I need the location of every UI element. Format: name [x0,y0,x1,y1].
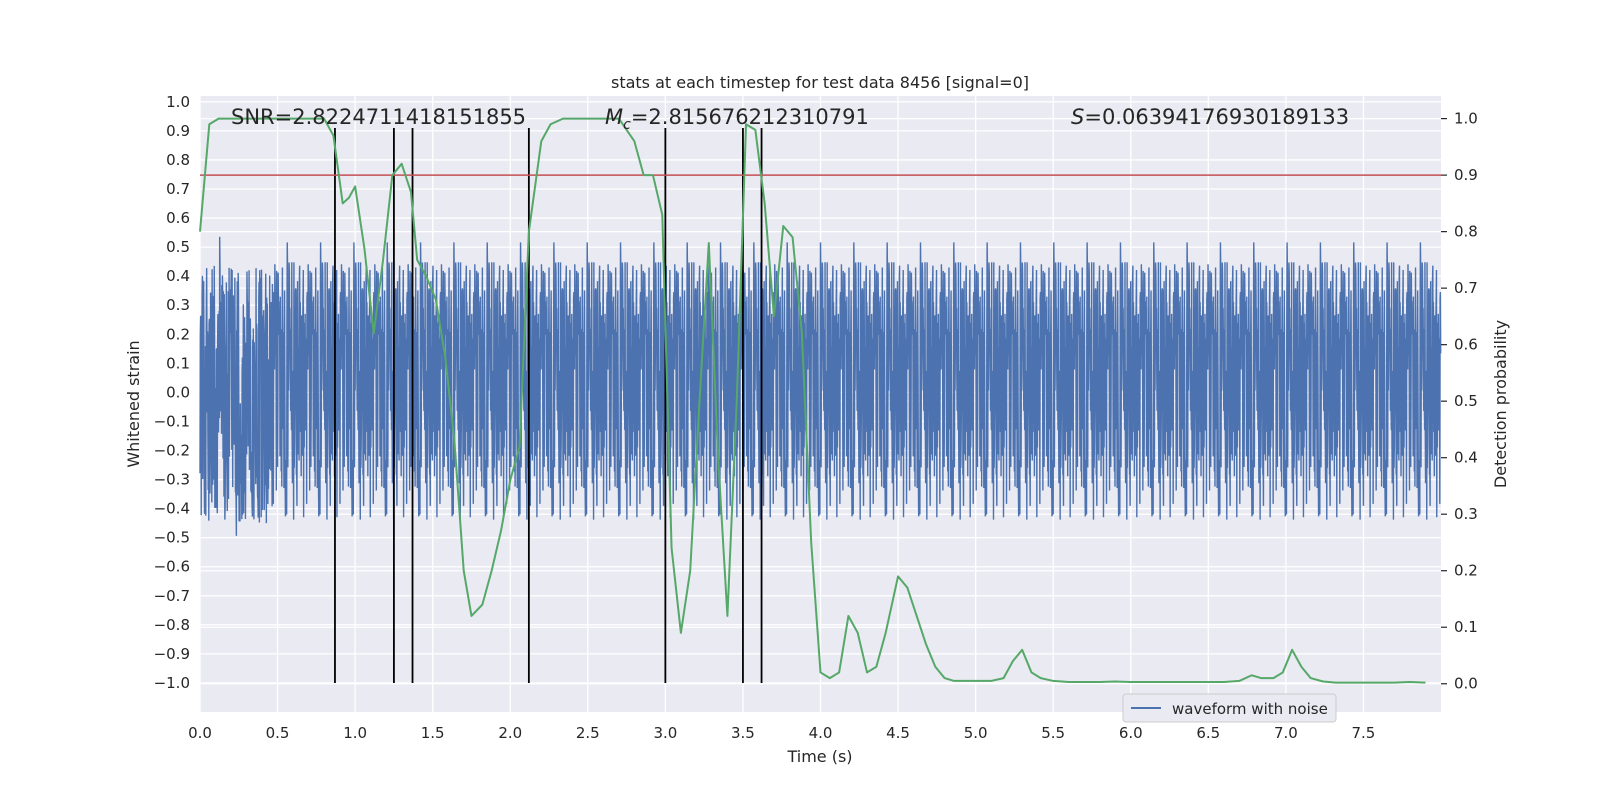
x-tick-label: 5.5 [1041,724,1065,742]
right-y-tick-label: 0.9 [1454,166,1478,184]
s-symbol: S [1071,105,1084,129]
left-y-tick-label: 0.5 [166,238,190,256]
right-y-tick-label: 0.2 [1454,562,1478,580]
legend-label: waveform with noise [1172,700,1328,718]
x-tick-label: 3.5 [731,724,755,742]
waveform-line [199,236,1442,536]
x-tick-label: 1.0 [343,724,367,742]
left-y-tick-label: 0.7 [166,180,190,198]
right-y-tick-label: 0.6 [1454,336,1478,354]
x-tick-label: 1.5 [421,724,445,742]
left-y-axis-ticks: 1.0 0.9 0.8 0.7 0.6 0.5 0.4 0.3 0.2 0.1 0.0 −0.1 −0.… [154,93,190,692]
left-y-tick-label: −0.7 [154,587,190,605]
x-tick-label: 3.0 [653,724,677,742]
left-y-tick-label: −1.0 [154,674,190,692]
left-y-tick-label: −0.8 [154,616,190,634]
x-tick-label: 2.0 [498,724,522,742]
chart-title: stats at each timestep for test data 845… [611,73,1029,92]
left-y-tick-label: −0.9 [154,645,190,663]
right-y-tick-label: 0.0 [1454,675,1478,693]
left-y-tick-label: 1.0 [166,93,190,111]
right-y-tick-label: 1.0 [1454,110,1478,128]
left-y-tick-label: −0.3 [154,471,190,489]
x-tick-label: 2.5 [576,724,600,742]
event-markers [334,127,763,683]
right-y-tick-label: 0.1 [1454,618,1478,636]
s-stat: S=0.06394176930189133 [1071,105,1349,129]
left-y-tick-label: 0.3 [166,296,190,314]
right-y-axis-ticks: 1.0 0.9 0.8 0.7 0.6 0.5 0.4 0.3 0.2 0.1 0.0 [1441,110,1478,693]
left-y-tick-label: 0.0 [166,383,190,401]
left-y-tick-label: −0.6 [154,558,190,576]
chirp-mass-stat: Mc=2.815676212310791 [605,105,869,133]
waveform-series [199,236,1442,536]
detection-probability-line [199,117,1426,684]
left-y-axis-label: Whitened strain [124,340,143,467]
snr-stat: SNR=2.8224711418151855 [231,105,526,129]
left-y-tick-label: 0.2 [166,325,190,343]
chirp-mass-subscript: c [623,117,631,133]
left-y-tick-label: −0.1 [154,412,190,430]
legend-box [1122,693,1337,723]
x-tick-label: 7.0 [1274,724,1298,742]
x-tick-label: 0.0 [188,724,212,742]
right-y-tick-label: 0.5 [1454,392,1478,410]
left-y-tick-label: 0.9 [166,122,190,140]
left-y-tick-label: 0.4 [166,267,190,285]
right-y-tick-label: 0.8 [1454,223,1478,241]
right-y-tick-label: 0.4 [1454,449,1478,467]
x-tick-label: 0.5 [266,724,290,742]
x-axis-label: Time (s) [786,747,852,766]
right-y-axis-label: Detection probability [1491,320,1510,488]
left-y-tick-label: −0.4 [154,500,190,518]
legend: waveform with noise [1122,693,1337,723]
chirp-mass-symbol: M [605,105,623,129]
x-tick-label: 4.0 [809,724,833,742]
left-y-tick-label: 0.8 [166,151,190,169]
right-y-tick-label: 0.3 [1454,505,1478,523]
left-y-tick-label: 0.1 [166,354,190,372]
x-tick-label: 6.5 [1196,724,1220,742]
x-tick-label: 7.5 [1352,724,1376,742]
x-tick-label: 5.0 [964,724,988,742]
x-axis-ticks: 0.0 0.5 1.0 1.5 2.0 2.5 3.0 3.5 4.0 4.5 5.0 5.5 6.0 6… [188,724,1375,742]
right-y-tick-label: 0.7 [1454,279,1478,297]
left-y-tick-label: 0.6 [166,209,190,227]
x-tick-label: 4.5 [886,724,910,742]
left-y-tick-label: −0.5 [154,529,190,547]
x-tick-label: 6.0 [1119,724,1143,742]
chirp-mass-value: =2.815676212310791 [631,105,869,129]
left-y-tick-label: −0.2 [154,441,190,459]
s-value: =0.06394176930189133 [1084,105,1349,129]
